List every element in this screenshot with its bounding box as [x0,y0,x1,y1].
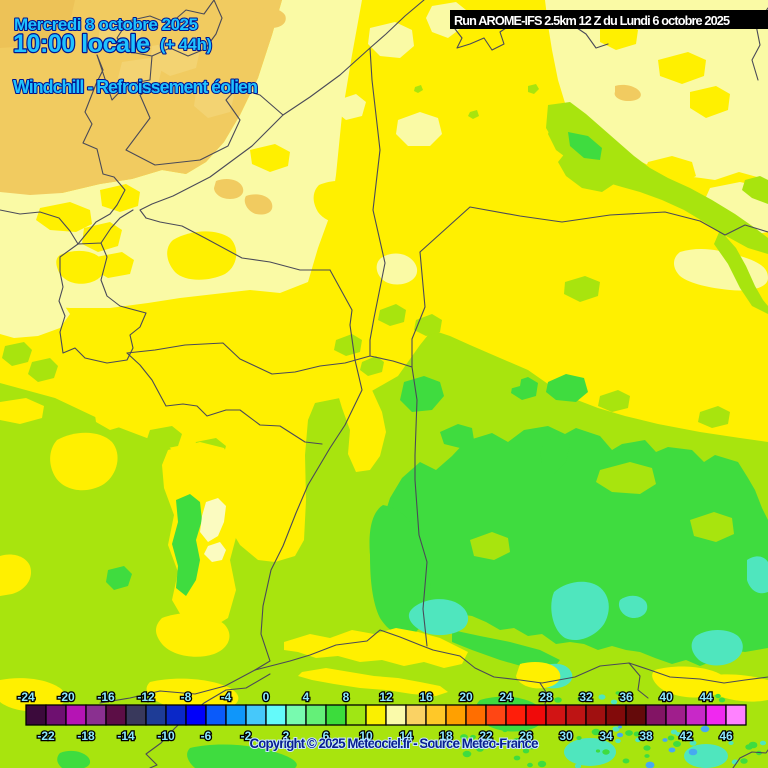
svg-text:10: 10 [359,729,373,743]
svg-text:36: 36 [619,690,633,704]
svg-text:Windchill - Refroissement éoli: Windchill - Refroissement éolien [13,77,258,97]
svg-text:12: 12 [379,690,393,704]
svg-text:18: 18 [439,729,453,743]
svg-text:Copyright © 2025 Meteociel.fr: Copyright © 2025 Meteociel.fr - Source M… [250,736,539,751]
svg-text:-22: -22 [37,729,55,743]
svg-text:-20: -20 [57,690,75,704]
svg-text:20: 20 [459,690,473,704]
svg-text:-10: -10 [157,729,175,743]
svg-text:-16: -16 [97,690,115,704]
svg-text:38: 38 [639,729,653,743]
svg-text:-14: -14 [117,729,135,743]
svg-text:Mercredi 8 octobre 2025: Mercredi 8 octobre 2025 [14,15,198,34]
svg-text:0: 0 [263,690,270,704]
svg-text:-12: -12 [137,690,155,704]
svg-text:(+ 44h): (+ 44h) [160,35,212,54]
svg-text:14: 14 [399,729,413,743]
svg-text:-24: -24 [17,690,35,704]
svg-text:6: 6 [323,729,330,743]
svg-text:28: 28 [539,690,553,704]
svg-text:26: 26 [519,729,533,743]
svg-text:-4: -4 [221,690,232,704]
svg-text:34: 34 [599,729,613,743]
svg-text:-18: -18 [77,729,95,743]
svg-text:42: 42 [679,729,693,743]
svg-text:30: 30 [559,729,573,743]
svg-text:44: 44 [699,690,713,704]
svg-text:40: 40 [659,690,673,704]
svg-text:32: 32 [579,690,593,704]
svg-text:2: 2 [283,729,290,743]
svg-text:10:00 locale: 10:00 locale [13,30,150,58]
svg-text:-6: -6 [201,729,212,743]
svg-text:-8: -8 [181,690,192,704]
svg-text:16: 16 [419,690,433,704]
svg-text:Run AROME-IFS 2.5km 12 Z du Lu: Run AROME-IFS 2.5km 12 Z du Lundi 6 octo… [454,14,730,28]
svg-text:22: 22 [479,729,493,743]
svg-text:24: 24 [499,690,513,704]
svg-text:-2: -2 [241,729,252,743]
svg-text:46: 46 [719,729,733,743]
svg-text:4: 4 [303,690,310,704]
svg-text:8: 8 [343,690,350,704]
